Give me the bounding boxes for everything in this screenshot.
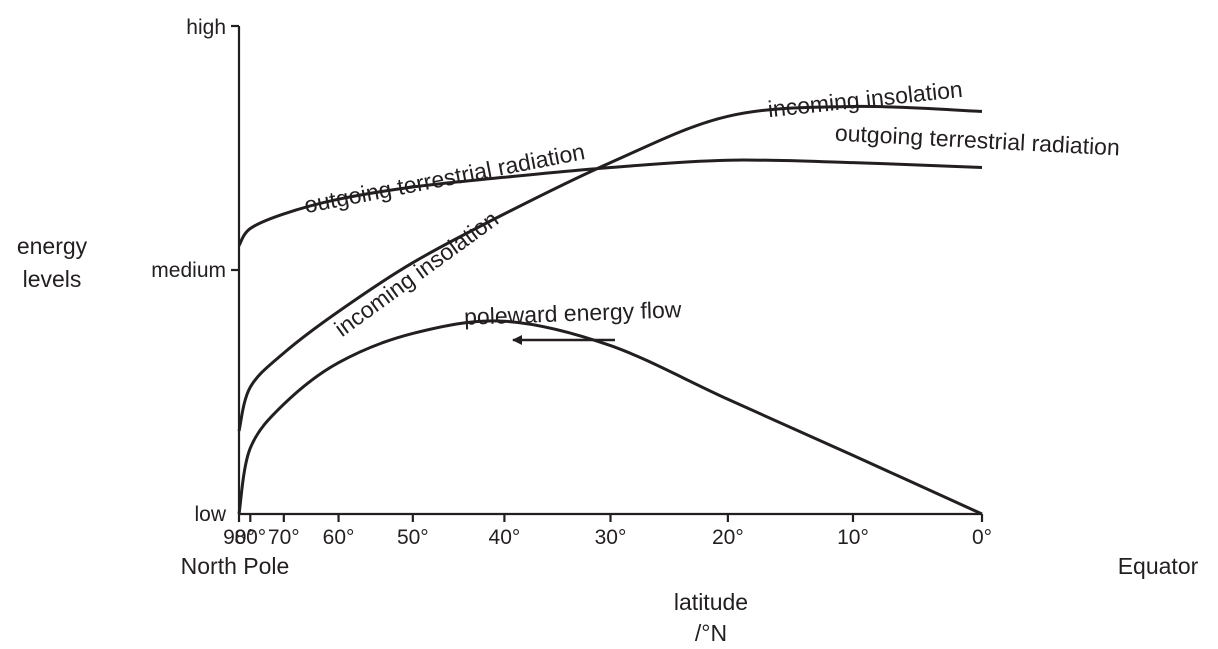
label-outgoing-terrestrial-radiation-left: outgoing terrestrial radiation bbox=[302, 138, 587, 218]
series-line-incoming-insolation bbox=[237, 104, 983, 432]
y-axis-label-line1: energy bbox=[17, 233, 88, 259]
x-tick-label: 30° bbox=[595, 526, 627, 549]
x-axis-unit: /°N bbox=[695, 620, 727, 646]
y-tick-label-medium: medium bbox=[151, 259, 226, 282]
x-tick-label: 50° bbox=[397, 526, 429, 549]
label-outgoing-terrestrial-radiation-right: outgoing terrestrial radiation bbox=[834, 120, 1120, 161]
series-line-outgoing-terrestrial-radiation bbox=[237, 158, 983, 247]
x-end-label-north-pole: North Pole bbox=[181, 553, 290, 579]
x-tick-label: 40° bbox=[489, 526, 521, 549]
x-tick-label: 20° bbox=[712, 526, 744, 549]
y-axis-label-line2: levels bbox=[23, 266, 82, 292]
x-tick-label: 0° bbox=[972, 526, 992, 549]
x-tick-label: 80° bbox=[234, 526, 266, 549]
y-tick-label-high: high bbox=[186, 16, 226, 39]
x-tick-label: 70° bbox=[268, 526, 300, 549]
x-tick-label: 60° bbox=[323, 526, 355, 549]
x-tick-label: 90° bbox=[223, 526, 255, 549]
label-poleward-energy-flow: poleward energy flow bbox=[464, 296, 683, 330]
x-tick-labels: 90°80° 70° 60° 50° 40° 30° 20° 10° 0° bbox=[223, 526, 992, 549]
x-axis-label: latitude bbox=[674, 589, 748, 615]
y-tick-label-low: low bbox=[194, 503, 226, 526]
x-tick-marks bbox=[237, 514, 984, 522]
series-line-poleward-energy-flow bbox=[237, 319, 983, 516]
x-end-label-equator: Equator bbox=[1118, 553, 1199, 579]
x-tick-label: 10° bbox=[837, 526, 869, 549]
label-incoming-insolation-right: incoming insolation bbox=[767, 76, 964, 122]
